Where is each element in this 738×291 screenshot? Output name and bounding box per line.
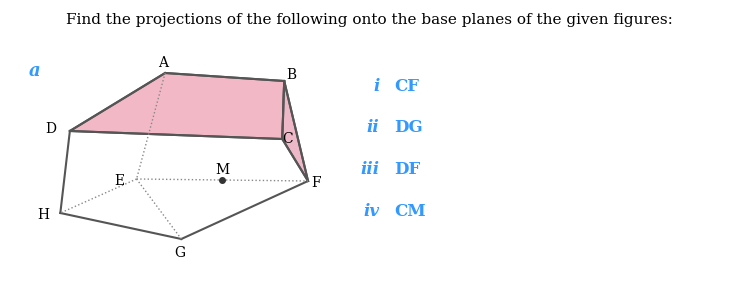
- Text: D: D: [45, 122, 56, 136]
- Text: Find the projections of the following onto the base planes of the given figures:: Find the projections of the following on…: [66, 13, 672, 27]
- Text: CM: CM: [394, 203, 425, 221]
- Polygon shape: [283, 81, 308, 181]
- Text: C: C: [283, 132, 293, 146]
- Text: iii: iii: [360, 162, 379, 178]
- Text: B: B: [286, 68, 296, 82]
- Text: CF: CF: [394, 77, 418, 95]
- Text: i: i: [373, 77, 379, 95]
- Text: DF: DF: [394, 162, 420, 178]
- Text: M: M: [215, 163, 230, 177]
- Text: F: F: [311, 176, 320, 190]
- Text: E: E: [114, 174, 125, 188]
- Text: a: a: [29, 62, 41, 80]
- Text: A: A: [158, 56, 168, 70]
- Polygon shape: [70, 73, 284, 139]
- Text: H: H: [37, 208, 49, 222]
- Text: G: G: [174, 246, 185, 260]
- Text: ii: ii: [367, 120, 379, 136]
- Text: iv: iv: [364, 203, 379, 221]
- Text: DG: DG: [394, 120, 423, 136]
